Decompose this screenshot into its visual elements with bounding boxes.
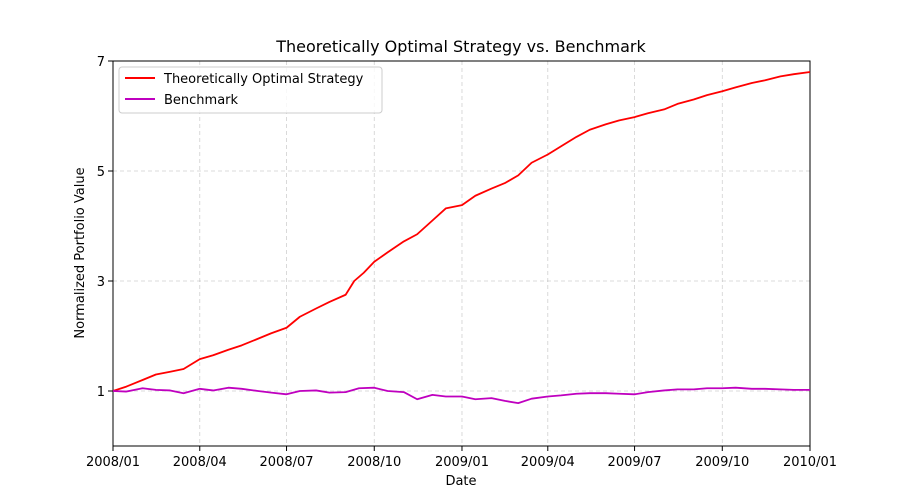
y-tick-label: 1 bbox=[97, 385, 105, 400]
y-tick-label: 5 bbox=[97, 165, 105, 180]
x-tick-label: 2009/10 bbox=[695, 455, 749, 470]
y-tick-label: 7 bbox=[97, 55, 105, 70]
x-tick-label: 2009/04 bbox=[521, 455, 575, 470]
y-tick-label: 3 bbox=[97, 275, 105, 290]
x-axis-ticks: 2008/01 2008/04 2008/07 2008/10 2009/01 2009/… bbox=[86, 446, 837, 470]
legend: Theoretically Optimal Strategy Benchmark bbox=[118, 66, 383, 114]
x-tick-label: 2008/10 bbox=[347, 455, 401, 470]
x-tick-label: 2008/01 bbox=[86, 455, 140, 470]
chart-title: Theoretically Optimal Strategy vs. Bench… bbox=[275, 37, 646, 56]
x-axis-label: Date bbox=[445, 474, 476, 489]
x-tick-label: 2009/01 bbox=[435, 455, 489, 470]
x-tick-label: 2008/07 bbox=[260, 455, 314, 470]
x-tick-label: 2008/04 bbox=[173, 455, 227, 470]
x-tick-label: 2010/01 bbox=[783, 455, 837, 470]
series-line-optimal-strategy bbox=[112, 71, 811, 392]
y-axis-ticks: 1 3 5 7 bbox=[97, 55, 113, 400]
legend-label-benchmark: Benchmark bbox=[164, 93, 239, 108]
y-axis-label: Normalized Portfolio Value bbox=[73, 167, 88, 338]
legend-box bbox=[118, 66, 383, 114]
series-group bbox=[112, 71, 811, 404]
series-line-benchmark bbox=[112, 386, 810, 404]
x-tick-label: 2009/07 bbox=[608, 455, 662, 470]
legend-label-optimal: Theoretically Optimal Strategy bbox=[163, 72, 364, 87]
